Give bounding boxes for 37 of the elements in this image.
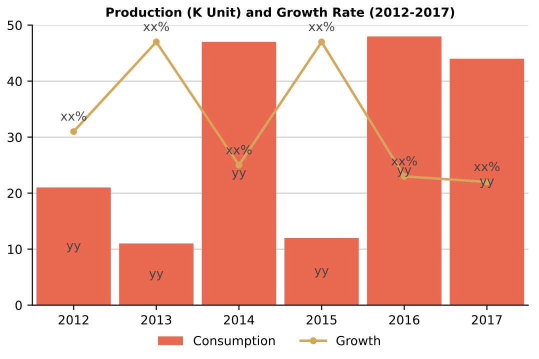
- data-label: yy: [397, 167, 412, 177]
- y-tick-label: 40: [7, 76, 22, 86]
- y-tick-label: 10: [8, 244, 22, 254]
- bar: [450, 58, 524, 306]
- data-label: xx%: [391, 156, 417, 166]
- y-tick-label: 20: [8, 188, 22, 198]
- y-tick-label: 50: [8, 20, 22, 30]
- chart-title: Production (K Unit) and Growth Rate (2012-2017): [106, 7, 454, 18]
- y-tick-label: 30: [8, 132, 22, 142]
- data-label: xx%: [60, 111, 86, 121]
- data-label: xx%: [474, 162, 500, 172]
- data-label: yy: [66, 242, 81, 252]
- x-tick-label: 2012: [58, 315, 88, 325]
- bar: [367, 36, 442, 306]
- data-label: xx%: [226, 144, 252, 154]
- point: [318, 38, 326, 46]
- point: [235, 162, 242, 169]
- bar: [36, 188, 111, 306]
- point: [70, 128, 78, 136]
- data-label: yy: [149, 270, 164, 280]
- legend-label: Growth: [336, 336, 380, 346]
- point: [152, 38, 160, 46]
- data-label: xx%: [143, 22, 169, 32]
- bar: [284, 238, 359, 306]
- data-label: xx%: [308, 22, 334, 32]
- x-tick-label: 2017: [472, 315, 502, 325]
- x-tick-label: 2015: [306, 315, 336, 325]
- legend-label: Consumption: [194, 336, 275, 348]
- data-label: yy: [314, 268, 329, 278]
- x-tick-label: 2016: [389, 315, 420, 325]
- x-tick-label: 2014: [224, 315, 254, 325]
- data-label: yy: [480, 178, 494, 188]
- data-label: yy: [232, 170, 246, 180]
- y-tick-label: 0: [15, 300, 22, 310]
- bar: [202, 42, 276, 306]
- x-tick-label: 2013: [141, 315, 172, 325]
- bar: [119, 244, 194, 306]
